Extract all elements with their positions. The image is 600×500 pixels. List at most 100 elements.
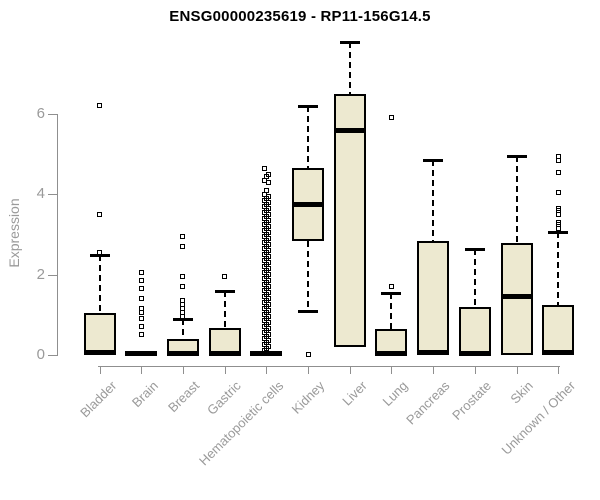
- whisker-cap-upper-liver: [339, 40, 360, 44]
- outlier-point-brain: [138, 316, 144, 322]
- y-tick-label: 4: [36, 185, 45, 202]
- x-category-label-skin: Skin: [507, 378, 537, 407]
- outlier-point-gastric: [222, 274, 228, 280]
- outlier-point-bladder: [97, 103, 102, 109]
- x-category-label-prostate: Prostate: [449, 378, 495, 423]
- chart-title: ENSG00000235619 - RP11-156G14.5: [169, 8, 431, 25]
- outlier-point-unknown-other: [555, 153, 561, 159]
- whisker-upper-bladder: [98, 254, 101, 313]
- outlier-point-hematopoietic-cells: [262, 165, 268, 171]
- y-axis-label: Expression: [6, 198, 22, 268]
- outlier-point-lung: [388, 284, 394, 290]
- outlier-point-bladder: [97, 211, 102, 217]
- median-kidney: [292, 201, 324, 207]
- whisker-upper-pancreas: [432, 160, 435, 241]
- outlier-point-unknown-other: [555, 189, 561, 195]
- whisker-cap-upper-kidney: [298, 104, 318, 108]
- box-prostate: [458, 306, 491, 355]
- outlier-point-lung: [388, 115, 394, 121]
- outlier-point-breast: [180, 284, 186, 290]
- x-category-label-brain: Brain: [128, 378, 161, 411]
- median-prostate: [458, 350, 491, 356]
- whisker-upper-kidney: [307, 105, 309, 169]
- x-category-label-gastric: Gastric: [204, 378, 245, 418]
- x-axis-tick: [308, 366, 309, 374]
- outlier-point-bladder: [97, 250, 102, 256]
- whisker-cap-lower-kidney: [298, 309, 318, 313]
- outlier-point-breast: [180, 244, 186, 250]
- whisker-cap-upper-gastric: [214, 289, 235, 293]
- y-axis-tick: [48, 194, 58, 195]
- x-axis-tick: [391, 366, 392, 374]
- outlier-point-brain: [138, 296, 144, 302]
- x-axis-line: [98, 366, 561, 367]
- whisker-cap-upper-unknown-other: [548, 231, 569, 235]
- x-axis-tick: [517, 366, 518, 374]
- whisker-upper-liver: [348, 41, 351, 94]
- whisker-cap-upper-lung: [381, 291, 402, 295]
- outlier-point-unknown-other: [555, 169, 561, 175]
- y-axis-tick: [48, 355, 58, 356]
- x-category-label-unknown-other: Unknown / Other: [498, 378, 578, 458]
- x-axis-tick: [100, 366, 101, 374]
- x-category-label-bladder: Bladder: [76, 378, 120, 421]
- box-liver: [333, 93, 366, 347]
- outlier-point-hematopoietic-cells: [263, 187, 269, 193]
- median-gastric: [208, 350, 241, 356]
- median-bladder: [83, 349, 116, 355]
- median-breast: [166, 350, 199, 356]
- x-category-label-kidney: Kidney: [288, 378, 328, 417]
- median-skin: [500, 294, 533, 300]
- whisker-cap-upper-pancreas: [423, 159, 444, 163]
- x-axis-tick: [225, 366, 226, 374]
- y-axis-tick: [48, 275, 58, 276]
- median-lung: [375, 350, 408, 356]
- box-pancreas: [417, 240, 450, 355]
- y-axis-tick: [48, 114, 58, 115]
- outlier-point-breast: [180, 233, 186, 239]
- y-axis-line: [57, 113, 58, 356]
- whisker-lower-kidney: [307, 240, 309, 311]
- x-axis-tick: [475, 366, 476, 374]
- outlier-point-brain: [138, 332, 144, 338]
- x-axis-tick: [433, 366, 434, 374]
- median-brain: [125, 350, 158, 356]
- outlier-point-kidney: [305, 351, 311, 357]
- outlier-point-unknown-other: [555, 219, 561, 225]
- x-axis-tick: [141, 366, 142, 374]
- x-axis-tick: [183, 366, 184, 374]
- whisker-upper-unknown-other: [557, 232, 560, 305]
- whisker-upper-breast: [181, 318, 184, 339]
- x-category-label-liver: Liver: [338, 378, 370, 409]
- outlier-point-breast: [180, 274, 186, 280]
- x-category-label-lung: Lung: [379, 378, 412, 410]
- whisker-cap-upper-bladder: [89, 253, 110, 257]
- outlier-point-brain: [138, 286, 144, 292]
- y-tick-label: 0: [36, 346, 45, 363]
- whisker-cap-upper-skin: [506, 155, 527, 159]
- x-category-label-breast: Breast: [165, 378, 203, 416]
- x-category-label-pancreas: Pancreas: [403, 378, 453, 428]
- whisker-upper-prostate: [473, 248, 476, 307]
- x-axis-tick: [350, 366, 351, 374]
- outlier-point-brain: [138, 306, 144, 312]
- box-bladder: [83, 312, 116, 355]
- outlier-point-brain: [138, 270, 144, 276]
- y-tick-label: 6: [36, 105, 45, 122]
- outlier-point-brain: [138, 324, 144, 330]
- y-tick-label: 2: [36, 266, 45, 283]
- median-unknown-other: [542, 350, 575, 356]
- whisker-upper-gastric: [223, 290, 226, 329]
- whisker-upper-skin: [515, 156, 518, 243]
- whisker-upper-lung: [390, 292, 393, 329]
- median-pancreas: [417, 350, 450, 356]
- x-axis-tick: [558, 366, 559, 374]
- outlier-point-brain: [138, 278, 144, 284]
- outlier-point-hematopoietic-cells: [265, 171, 271, 177]
- box-unknown-other: [542, 304, 575, 355]
- outlier-point-breast: [180, 298, 186, 304]
- whisker-cap-upper-prostate: [464, 247, 485, 251]
- whisker-cap-upper-breast: [172, 317, 193, 321]
- x-axis-tick: [266, 366, 267, 374]
